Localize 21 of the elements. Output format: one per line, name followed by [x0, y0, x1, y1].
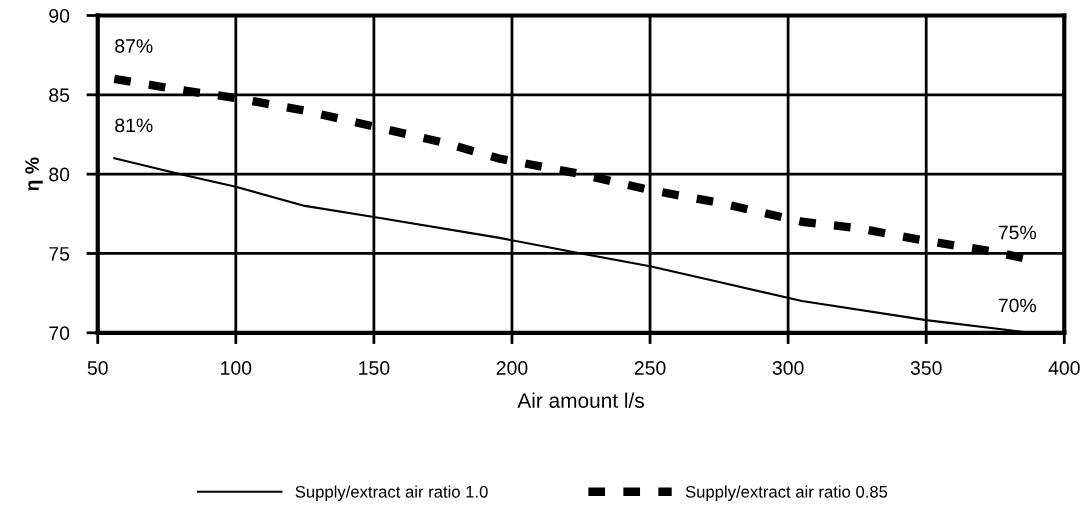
y-tick-label: 85: [49, 88, 70, 103]
y-tick-label: 70: [49, 326, 70, 341]
x-tick-label: 100: [221, 361, 252, 375]
x-tick-label: 200: [496, 361, 528, 375]
x-tick-label: 300: [772, 361, 804, 375]
y-tick-label: 75: [49, 247, 70, 261]
x-axis-title: Air amount l/s: [517, 392, 644, 408]
legend-label: Supply/extract air ratio 1.0: [295, 485, 488, 501]
y-tick-label: 90: [49, 8, 70, 23]
x-tick-label: 150: [359, 361, 390, 375]
x-tick-label: 400: [1048, 361, 1080, 375]
x-tick-label: 50: [87, 361, 108, 375]
data-label: 70%: [998, 298, 1037, 313]
data-label: 81%: [115, 118, 153, 133]
x-tick-label: 250: [634, 361, 666, 375]
annotation: 87%: [115, 39, 153, 53]
y-axis-title: η %: [25, 157, 43, 191]
x-tick-label: 350: [910, 361, 942, 375]
legend-label: Supply/extract air ratio 0.85: [685, 485, 888, 501]
y-tick-label: 80: [49, 167, 70, 182]
data-label: 75%: [998, 225, 1037, 240]
